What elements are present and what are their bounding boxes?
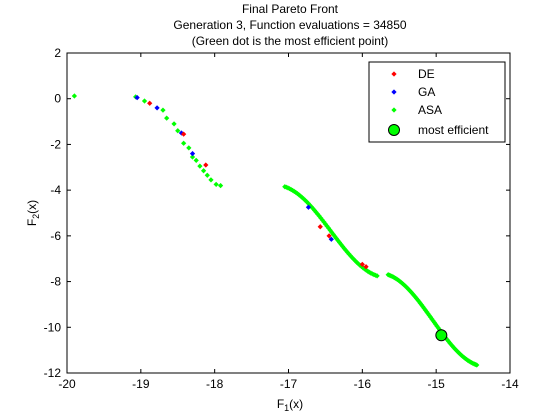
x-tick-label: -20: [58, 377, 76, 391]
y-axis-label-tail: (x): [25, 200, 39, 214]
most-efficient-marker: [435, 329, 448, 342]
asa-point: [71, 93, 78, 99]
y-tick-label: -4: [50, 183, 61, 197]
title-line-3: (Green dot is the most efficient point): [192, 34, 389, 48]
x-axis-label: F1(x): [277, 397, 303, 413]
asa-point: [474, 362, 480, 368]
asa-point: [186, 145, 192, 151]
de-point: [147, 100, 153, 106]
axis-tick-labels: -20 -19 -18 -17 -16 -15 -14-12-10-8-6-4-202: [44, 46, 519, 391]
legend-label-de: DE: [418, 67, 435, 81]
de-point: [326, 233, 332, 239]
y-tick-label: 2: [54, 46, 61, 60]
x-axis-label-tail: (x): [289, 397, 303, 411]
de-point: [181, 131, 187, 137]
title-line-2: Generation 3, Function evaluations = 348…: [173, 18, 406, 32]
x-tick-label: -19: [132, 377, 150, 391]
y-tick-label: -8: [50, 275, 61, 289]
legend-marker-de: [391, 71, 397, 77]
ga-point: [328, 236, 334, 242]
most-efficient-point: [435, 329, 448, 342]
asa-point: [204, 172, 210, 178]
x-tick-label: -15: [427, 377, 445, 391]
x-tick-label: -14: [501, 377, 519, 391]
asa-point: [175, 128, 181, 134]
title-line-1: Final Pareto Front: [242, 2, 339, 16]
y-tick-label: 0: [54, 92, 61, 106]
de-point: [359, 261, 365, 268]
asa-point: [213, 181, 219, 188]
ga-point: [134, 94, 140, 101]
legend: DE GA ASA most efficient: [368, 61, 506, 143]
legend-marker-most-efficient: [388, 124, 400, 136]
legend-marker-asa: [391, 107, 397, 113]
de-point: [363, 264, 369, 270]
asa-point: [217, 182, 224, 189]
x-axis-label-sub: 1: [284, 403, 289, 413]
legend-label-asa: ASA: [418, 103, 442, 117]
ga-point: [189, 150, 196, 157]
asa-point: [208, 177, 214, 183]
y-axis-label-sub: 2: [31, 214, 41, 219]
asa-point: [189, 154, 196, 160]
x-tick-label: -17: [280, 377, 298, 391]
y-tick-label: -10: [44, 320, 62, 334]
x-tick-label: -18: [206, 377, 224, 391]
y-tick-label: -6: [50, 229, 61, 243]
y-axis-label: F2(x): [25, 200, 41, 226]
legend-markers: [388, 71, 400, 136]
asa-point: [193, 157, 199, 164]
y-tick-label: -12: [44, 366, 62, 380]
series-de: [147, 100, 369, 270]
x-axis-label-main: F: [277, 397, 284, 411]
de-point: [203, 162, 209, 168]
asa-point: [197, 163, 203, 169]
ga-point: [154, 105, 160, 111]
asa-point: [160, 107, 166, 113]
asa-point: [171, 121, 177, 127]
legend-label-most-efficient: most efficient: [418, 123, 489, 137]
x-tick-label: -16: [354, 377, 372, 391]
ga-point: [305, 204, 312, 210]
y-axis-label-main: F: [25, 219, 39, 226]
legend-label-ga: GA: [418, 85, 435, 99]
y-tick-label: -2: [50, 137, 61, 151]
legend-marker-ga: [391, 89, 397, 95]
chart-title: Final Pareto Front Generation 3, Functio…: [173, 2, 406, 48]
asa-point: [141, 98, 148, 104]
axis-ticks: [66, 52, 511, 374]
asa-point: [164, 115, 170, 121]
series-asa: [71, 93, 480, 368]
asa-point: [181, 140, 187, 146]
asa-point: [374, 273, 380, 279]
de-point: [317, 224, 323, 230]
asa-point: [200, 168, 207, 174]
